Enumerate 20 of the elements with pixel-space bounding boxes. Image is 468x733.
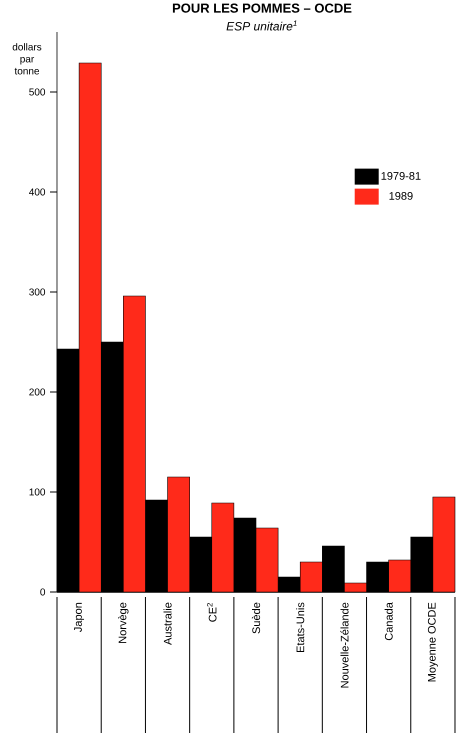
x-tick-label: Australie <box>164 602 172 645</box>
y-tick-label: 300 <box>29 288 46 296</box>
y-axis-title: dollars par tonne <box>12 43 42 74</box>
x-tick-label: Japon <box>74 602 84 632</box>
x-tick-label: CE$^{2}$ <box>207 603 217 622</box>
x-tick-label: Canada <box>384 602 393 640</box>
legend-label: 1989 <box>389 192 413 200</box>
chart-title: POUR LES POMMES – OCDE <box>172 4 352 13</box>
legend-label: 1979-81 <box>382 172 421 180</box>
y-tick-label: 100 <box>30 488 46 496</box>
x-tick-label: Etats-Unis <box>296 602 304 652</box>
x-tick-label: Nouvelle-Zélande <box>340 602 349 688</box>
x-tick-label: Suède <box>252 602 260 634</box>
x-tick-label: Moyenne OCDE <box>428 602 438 682</box>
y-tick-label: 500 <box>29 88 46 96</box>
y-tick-label: 400 <box>29 188 46 196</box>
y-tick-label: 200 <box>29 388 46 396</box>
y-tick-label: 0 <box>40 588 46 596</box>
x-tick-label: Norvège <box>118 602 129 643</box>
chart-subtitle: ESP unitaire$^{1}$ <box>226 20 297 30</box>
